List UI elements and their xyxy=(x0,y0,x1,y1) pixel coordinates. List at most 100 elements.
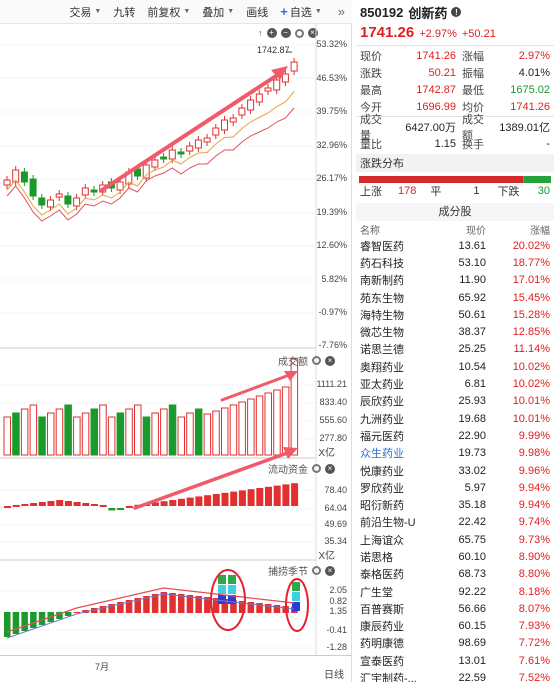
close-icon[interactable]: × xyxy=(325,355,335,366)
price-cell: 19.73 xyxy=(458,447,486,460)
table-row[interactable]: 诺思兰德 25.25 11.14% xyxy=(356,341,554,358)
table-row[interactable]: 诺思格 60.10 8.90% xyxy=(356,548,554,565)
candle-body xyxy=(281,73,289,83)
table-row[interactable]: 汇宇制药-... 22.59 7.52% xyxy=(356,669,554,682)
period-label[interactable]: 日线 xyxy=(324,670,344,681)
close-icon[interactable]: × xyxy=(325,565,335,576)
table-row[interactable]: 九洲药业 19.68 10.01% xyxy=(356,410,554,427)
stock-name-cell: 悦康药业 xyxy=(360,465,404,478)
close-icon[interactable]: × xyxy=(307,28,318,38)
overlay-menu[interactable]: 叠加 ▼ xyxy=(202,6,235,19)
highlight-circle xyxy=(285,578,309,632)
info-icon[interactable]: ! xyxy=(451,7,462,17)
table-row[interactable]: 睿智医药 13.61 20.02% xyxy=(356,237,554,254)
quote-row: 涨跌 50.21 振幅 4.01% xyxy=(356,64,554,81)
price-cell: 22.90 xyxy=(458,429,486,442)
table-row[interactable]: 海特生物 50.61 15.28% xyxy=(356,306,554,323)
down-segment xyxy=(523,176,551,183)
flow-bar xyxy=(117,508,125,510)
table-row[interactable]: 昭衍新药 35.18 9.94% xyxy=(356,496,554,513)
candle-body xyxy=(90,189,98,193)
table-row[interactable]: 辰欣药业 25.93 10.01% xyxy=(356,393,554,410)
table-row[interactable]: 上海谊众 65.75 9.73% xyxy=(356,531,554,548)
table-row[interactable]: 苑东生物 65.92 15.45% xyxy=(356,289,554,306)
table-row[interactable]: 福元医药 22.90 9.99% xyxy=(356,427,554,444)
table-row[interactable]: 奥翔药业 10.54 10.02% xyxy=(356,358,554,375)
change-cell: 10.01% xyxy=(512,395,550,408)
price-cell: 92.22 xyxy=(458,585,486,598)
indicator-bar xyxy=(151,594,159,613)
y-axis-label: 0.82 xyxy=(329,596,347,606)
table-row[interactable]: 广生堂 92.22 8.18% xyxy=(356,583,554,600)
table-row[interactable]: 微芯生物 38.37 12.85% xyxy=(356,323,554,340)
add-watchlist-button[interactable]: + 自选 ▼ xyxy=(280,4,322,19)
volume-bar xyxy=(73,416,81,456)
change-cell: 15.45% xyxy=(512,291,550,304)
stock-name-cell: 汇宇制药-... xyxy=(360,673,417,682)
stock-name-cell: 南新制药 xyxy=(360,275,404,288)
stock-name-cell: 九洲药业 xyxy=(360,413,404,426)
candle-body xyxy=(194,139,202,149)
volume-bar xyxy=(64,404,72,456)
candle-body xyxy=(290,61,298,72)
table-row[interactable]: 百普赛斯 56.66 8.07% xyxy=(356,600,554,617)
header-name[interactable]: 名称 xyxy=(360,225,380,237)
table-row[interactable]: 药明康德 98.69 7.72% xyxy=(356,635,554,652)
stock-name-cell: 诺思兰德 xyxy=(360,344,404,357)
flow-bar xyxy=(91,504,98,506)
change-cell: 18.77% xyxy=(512,256,550,269)
volume-bar xyxy=(3,416,11,456)
gear-icon[interactable] xyxy=(312,356,321,365)
indicator-block xyxy=(292,592,300,601)
chart-area[interactable]: 交易 ▼ 九转 前复权 ▼ 叠加 ▼ 画线 + 自选 ▼ » ↑ + − × xyxy=(0,0,352,682)
stock-name-cell: 诺思格 xyxy=(360,551,393,564)
nine-turn-button[interactable]: 九转 xyxy=(113,6,136,19)
candle-body xyxy=(47,199,54,208)
chevron-down-icon: ▼ xyxy=(314,8,322,15)
price-cell: 65.75 xyxy=(458,533,486,546)
table-row[interactable]: 南新制药 11.90 17.01% xyxy=(356,272,554,289)
table-row[interactable]: 众生药业 19.73 9.98% xyxy=(356,445,554,462)
indicator-line-1 xyxy=(6,587,295,633)
close-icon[interactable]: × xyxy=(325,463,335,474)
candle-body xyxy=(20,171,28,183)
y-axis-label: 26.17% xyxy=(316,173,347,183)
quote-row: 现价 1741.26 涨幅 2.97% xyxy=(356,47,554,64)
up-arrow-icon[interactable]: ↑ xyxy=(258,28,263,38)
flat-count: 1 xyxy=(473,185,480,197)
up-label: 上涨 xyxy=(360,186,382,198)
indicator-bar xyxy=(30,612,37,628)
table-row[interactable]: 罗欣药业 5.97 9.94% xyxy=(356,479,554,496)
indicator-block xyxy=(218,585,226,594)
chevron-down-icon: ▼ xyxy=(227,8,235,15)
gear-icon[interactable] xyxy=(294,28,304,38)
header-change[interactable]: 涨幅 xyxy=(530,225,550,237)
price-cell: 22.59 xyxy=(458,672,486,682)
indicator-bar xyxy=(73,612,81,613)
table-row[interactable]: 悦康药业 33.02 9.96% xyxy=(356,462,554,479)
zoom-in-icon[interactable]: + xyxy=(266,28,277,38)
table-row[interactable]: 亚太药业 6.81 10.02% xyxy=(356,375,554,392)
change-cell: 9.98% xyxy=(518,447,550,460)
trend-arrow-head xyxy=(271,66,288,80)
table-row[interactable]: 药石科技 53.10 18.77% xyxy=(356,254,554,271)
quote-label: 成交量 xyxy=(360,113,382,142)
gear-icon[interactable] xyxy=(312,464,321,473)
price-cell: 60.10 xyxy=(458,550,486,563)
draw-line-button[interactable]: 画线 xyxy=(246,6,269,19)
change-cell: 9.94% xyxy=(518,481,550,494)
trade-menu[interactable]: 交易 ▼ xyxy=(69,6,102,19)
table-row[interactable]: 前沿生物-U 22.42 9.74% xyxy=(356,514,554,531)
y-axis-label: 19.39% xyxy=(316,207,347,217)
zoom-out-icon[interactable]: − xyxy=(280,28,291,38)
table-row[interactable]: 泰格医药 68.73 8.80% xyxy=(356,566,554,583)
volume-bar xyxy=(186,412,194,456)
header-price[interactable]: 现价 xyxy=(466,225,486,237)
table-row[interactable]: 康辰药业 60.15 7.93% xyxy=(356,618,554,635)
flow-title: 流动资金 xyxy=(268,465,308,476)
table-row[interactable]: 宣泰医药 13.01 7.61% xyxy=(356,652,554,669)
gear-icon[interactable] xyxy=(312,566,321,575)
y-axis-label: -7.76% xyxy=(318,340,347,350)
more-button[interactable]: » xyxy=(337,4,345,19)
adjust-menu[interactable]: 前复权 ▼ xyxy=(147,6,191,19)
